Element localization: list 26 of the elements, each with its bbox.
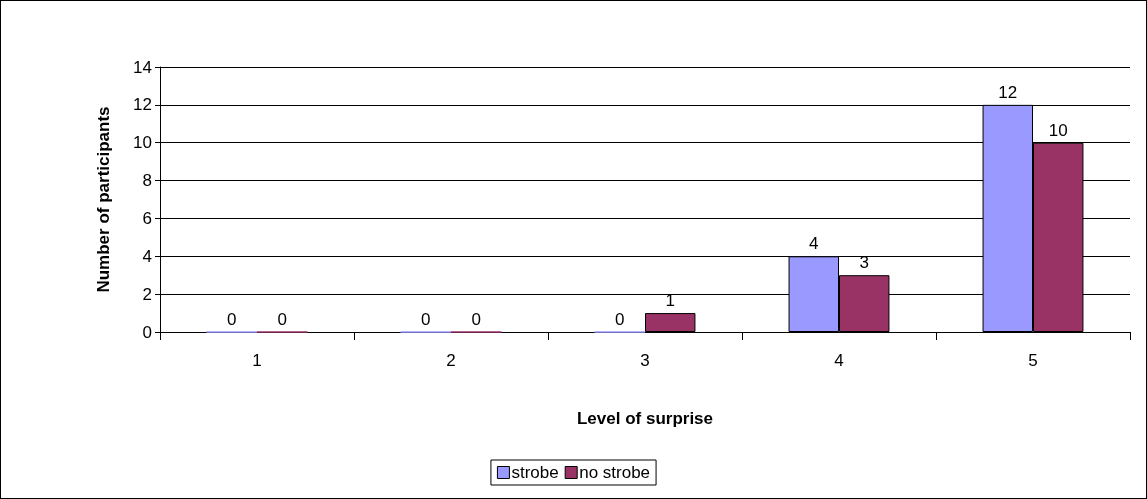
x-tick-label: 2 — [446, 351, 456, 370]
x-axis-title: Level of surprise — [576, 409, 714, 428]
y-tick-label: 0 — [142, 322, 152, 342]
y-tick-label: 2 — [142, 284, 152, 304]
x-tick-label: 3 — [640, 351, 650, 370]
y-tick-label: 4 — [142, 246, 152, 266]
data-label: 4 — [809, 234, 819, 254]
y-tick-label: 12 — [133, 95, 152, 115]
data-label: 0 — [277, 309, 287, 329]
y-tick-label: 14 — [133, 57, 152, 77]
data-label: 0 — [421, 309, 431, 329]
y-tick-label: 10 — [133, 133, 152, 153]
y-tick-label: 6 — [142, 208, 152, 228]
y-tick-label: 8 — [142, 171, 152, 191]
legend-label: no strobe — [579, 463, 651, 482]
bar — [645, 313, 696, 332]
x-tick-label: 1 — [252, 351, 262, 370]
data-label: 0 — [471, 309, 481, 329]
data-label: 0 — [227, 309, 237, 329]
data-label: 10 — [1048, 120, 1068, 140]
y-axis-title: Number of participants — [94, 106, 113, 293]
data-label: 12 — [998, 82, 1018, 102]
x-tick-label: 4 — [834, 351, 844, 370]
legend-label: strobe — [511, 463, 559, 482]
data-label: 0 — [615, 309, 625, 329]
x-tick-label: 5 — [1028, 351, 1038, 370]
